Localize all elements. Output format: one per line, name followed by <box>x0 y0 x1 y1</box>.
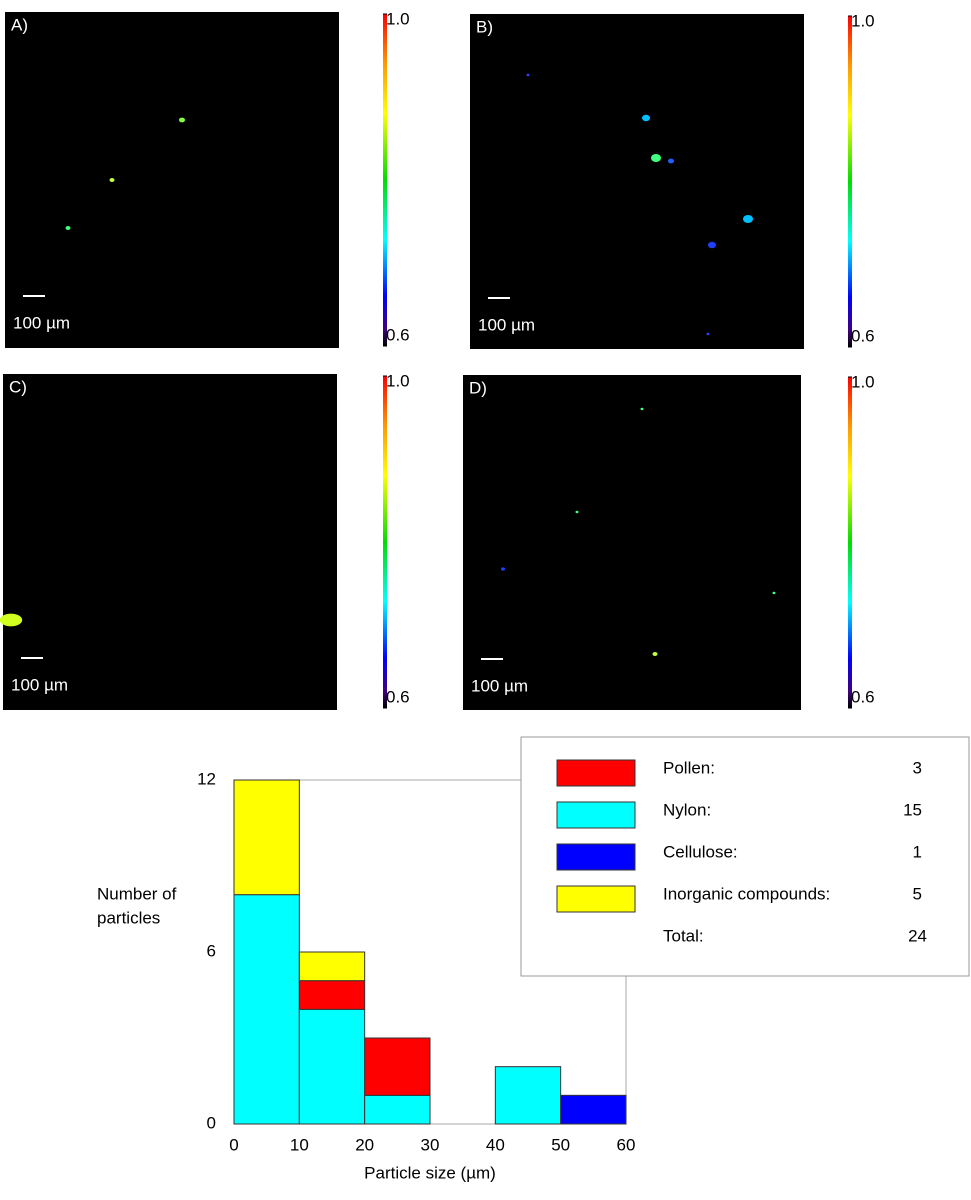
bar-segment <box>364 1094 431 1125</box>
bar-segment <box>298 1008 366 1125</box>
image <box>463 375 801 710</box>
x-tick-label: 0 <box>229 1135 238 1154</box>
colorbar-tick-label: 0.6 <box>386 325 410 344</box>
particle <box>652 652 658 656</box>
panel-label: D) <box>469 378 487 397</box>
particle <box>706 332 710 336</box>
x-tick-label: 50 <box>551 1135 570 1154</box>
particle <box>668 158 674 164</box>
scale-label: 100 µm <box>13 313 70 332</box>
image <box>3 374 337 710</box>
bar-segment <box>233 894 300 1125</box>
legend-swatch <box>556 885 636 913</box>
panel-label: B) <box>476 17 493 36</box>
bar-segment <box>298 951 366 982</box>
colorbar-tick-label: 0.6 <box>851 687 875 706</box>
particle <box>526 73 530 77</box>
colorbar-tick-label: 0.6 <box>851 326 875 345</box>
particle <box>708 241 716 249</box>
legend-label: Inorganic compounds: <box>663 884 830 903</box>
bar-segment <box>298 980 366 1010</box>
particle <box>0 613 23 627</box>
x-tick-label: 20 <box>355 1135 374 1154</box>
colorbar-tick-label: 1.0 <box>386 9 410 28</box>
x-tick-label: 10 <box>290 1135 309 1154</box>
particle <box>640 407 644 411</box>
legend-swatch <box>556 801 636 829</box>
y-axis-label: Number of <box>97 884 177 903</box>
legend-count: 1 <box>913 842 922 861</box>
legend-count: 15 <box>903 800 922 819</box>
image <box>5 12 339 348</box>
x-tick-label: 40 <box>486 1135 505 1154</box>
y-axis-label: particles <box>97 908 160 927</box>
image <box>470 14 804 349</box>
x-tick-label: 60 <box>617 1135 636 1154</box>
colorbar-tick-label: 1.0 <box>851 372 875 391</box>
colorbar <box>383 14 387 346</box>
bar-segment <box>494 1066 562 1125</box>
particle <box>575 510 579 514</box>
bar-segment <box>233 779 300 896</box>
panel-label: C) <box>9 377 27 396</box>
y-tick-label: 12 <box>197 769 216 788</box>
legend-label: Pollen: <box>663 758 715 777</box>
legend-total: 24 <box>908 926 927 945</box>
particle <box>179 117 185 123</box>
particle <box>642 114 650 122</box>
colorbar <box>383 376 387 708</box>
y-tick-label: 0 <box>207 1113 216 1132</box>
scale-label: 100 µm <box>478 315 535 334</box>
colorbar <box>848 377 852 708</box>
legend-label: Nylon: <box>663 800 711 819</box>
x-axis-label: Particle size (µm) <box>364 1163 496 1182</box>
particle <box>501 567 505 571</box>
colorbar-tick-label: 0.6 <box>386 687 410 706</box>
y-tick-label: 6 <box>207 941 216 960</box>
colorbar <box>848 16 852 347</box>
particle <box>109 178 115 182</box>
colorbar-tick-label: 1.0 <box>386 371 410 390</box>
legend-count: 5 <box>913 884 922 903</box>
legend-total-label: Total: <box>663 926 704 945</box>
particle <box>65 226 71 230</box>
particle <box>743 215 753 223</box>
colorbar-tick-label: 1.0 <box>851 11 875 30</box>
scale-label: 100 µm <box>11 675 68 694</box>
bar-segment <box>364 1037 431 1096</box>
scale-label: 100 µm <box>471 676 528 695</box>
legend-swatch <box>556 759 636 787</box>
legend-label: Cellulose: <box>663 842 738 861</box>
legend-swatch <box>556 843 636 871</box>
x-tick-label: 30 <box>421 1135 440 1154</box>
bar-segment <box>560 1094 627 1125</box>
panel-label: A) <box>11 15 28 34</box>
particle <box>772 591 776 595</box>
particle <box>651 154 661 162</box>
legend-count: 3 <box>913 758 922 777</box>
